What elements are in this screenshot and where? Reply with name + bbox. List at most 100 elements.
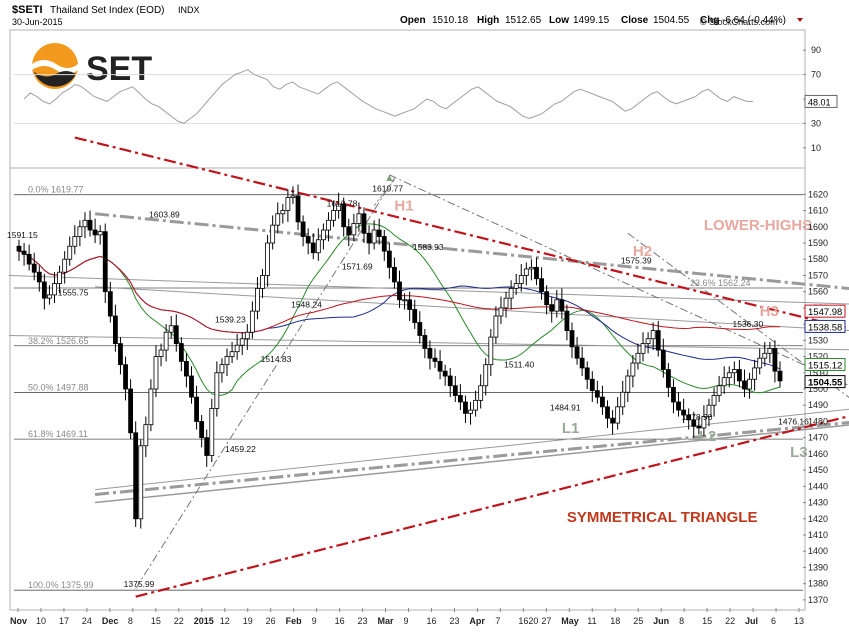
- candle-body: [346, 226, 352, 236]
- trendline-gray-thin: [95, 408, 849, 491]
- candle-body: [569, 330, 575, 348]
- candle-body: [605, 406, 610, 419]
- candle-body: [305, 236, 311, 244]
- candle-body: [234, 344, 240, 353]
- y-tick-label: 1510: [808, 368, 828, 378]
- candle-body: [402, 299, 407, 302]
- swing-value-label: 1571.69: [342, 262, 373, 272]
- candle-body: [706, 404, 712, 417]
- candle-body: [671, 386, 676, 403]
- candle-body: [16, 245, 22, 252]
- x-tick-label: Nov: [10, 616, 27, 626]
- swing-value-label: 1619.77: [372, 184, 403, 194]
- candle-body: [62, 258, 68, 273]
- x-tick-label: Jul: [745, 616, 758, 626]
- candle-body: [529, 266, 534, 270]
- price-tag-text: 1547.98: [808, 307, 842, 318]
- x-tick-label: 13: [794, 616, 804, 626]
- x-tick-label: 16: [335, 616, 345, 626]
- candle-body: [336, 203, 342, 211]
- y-tick-label: 1600: [808, 222, 828, 232]
- fib-label: 61.8% 1469.11: [28, 429, 88, 439]
- x-tick-label: 11: [587, 616, 596, 626]
- candle-body: [757, 357, 763, 369]
- open-label: Open: [400, 15, 426, 26]
- candle-body: [280, 210, 286, 215]
- x-tick-label: 22: [174, 616, 184, 626]
- y-tick-label: 1370: [808, 595, 828, 605]
- price-tag-box: [804, 357, 846, 371]
- trendline-gray-thin: [8, 274, 849, 305]
- candle-body: [366, 232, 372, 244]
- candle-body: [696, 425, 702, 429]
- trendline-gray-dashed: [94, 421, 849, 496]
- x-tick-label: Mar: [378, 616, 395, 626]
- trendline-dashdot: [627, 232, 849, 398]
- candle-body: [123, 364, 128, 390]
- y-tick-label: 1410: [808, 530, 828, 540]
- candle-body: [386, 250, 392, 268]
- x-tick-label: 2015: [194, 616, 214, 626]
- y-tick-label: 1390: [808, 562, 828, 572]
- candle-body: [584, 367, 590, 380]
- candle-body: [726, 372, 732, 379]
- close-value: 1504.55: [653, 15, 690, 26]
- y-tick-label: 1520: [808, 352, 828, 362]
- candle-body: [513, 283, 519, 289]
- rsi-value-label: 48.01: [808, 97, 831, 107]
- candle-body: [356, 213, 362, 224]
- x-tick-label: 24: [82, 616, 92, 626]
- candle-body: [138, 445, 144, 520]
- candle-body: [249, 310, 255, 333]
- candle-body: [36, 271, 42, 283]
- candle-body: [600, 396, 605, 408]
- swing-value-label: 1476.16: [778, 417, 809, 427]
- date-label: 30-Jun-2015: [12, 17, 63, 27]
- candle-body: [498, 307, 504, 317]
- logo-text: SET: [86, 50, 152, 88]
- candle-body: [437, 361, 443, 372]
- candle-body: [224, 356, 230, 366]
- trendline-gray-dashed: [94, 212, 849, 291]
- y-tick-label: 1560: [808, 287, 828, 297]
- candle-body: [483, 364, 489, 387]
- candle-body: [442, 370, 448, 377]
- symbol-label: $SETI: [12, 4, 43, 16]
- pattern-label: L2: [699, 428, 717, 445]
- set-logo: SET: [32, 43, 152, 89]
- candle-body: [270, 224, 276, 244]
- candle-body: [432, 357, 438, 362]
- close-label: Close: [621, 15, 649, 26]
- candle-body: [488, 336, 494, 366]
- candle-body: [625, 375, 631, 393]
- x-tick-label: May: [561, 616, 579, 626]
- rsi-tick-label: 90: [811, 45, 821, 55]
- rsi-value-box: [804, 94, 838, 108]
- candle-body: [133, 432, 139, 520]
- chg-down-triangle-icon: [797, 18, 803, 22]
- candle-body: [92, 229, 98, 236]
- y-tick-label: 1500: [808, 384, 828, 394]
- candle-body: [615, 406, 621, 424]
- trendline-gray-support: [95, 424, 849, 504]
- price-tag-text: 1515.12: [808, 360, 842, 371]
- x-tick-label: 23: [358, 616, 368, 626]
- fib-label: 50.0% 1497.88: [28, 382, 89, 392]
- x-tick-label: 7: [495, 616, 500, 626]
- swing-value-label: 1511.40: [504, 360, 534, 370]
- candle-body: [295, 195, 301, 223]
- up-arrow-icon: [386, 174, 393, 181]
- candle-body: [255, 288, 260, 312]
- candle-body: [457, 395, 463, 403]
- x-tick-label: 8: [128, 616, 133, 626]
- fib-label: 100.0% 1375.99: [28, 580, 94, 590]
- candle-body: [574, 346, 580, 359]
- y-tick-label: 1430: [808, 498, 828, 508]
- candle-body: [265, 242, 270, 276]
- x-tick-label: 17: [59, 616, 69, 626]
- candle-body: [143, 424, 149, 447]
- candle-body: [67, 245, 73, 260]
- price-tag: 1504.55: [804, 375, 846, 389]
- chg-value: -6.64 (-0.44%): [722, 15, 786, 26]
